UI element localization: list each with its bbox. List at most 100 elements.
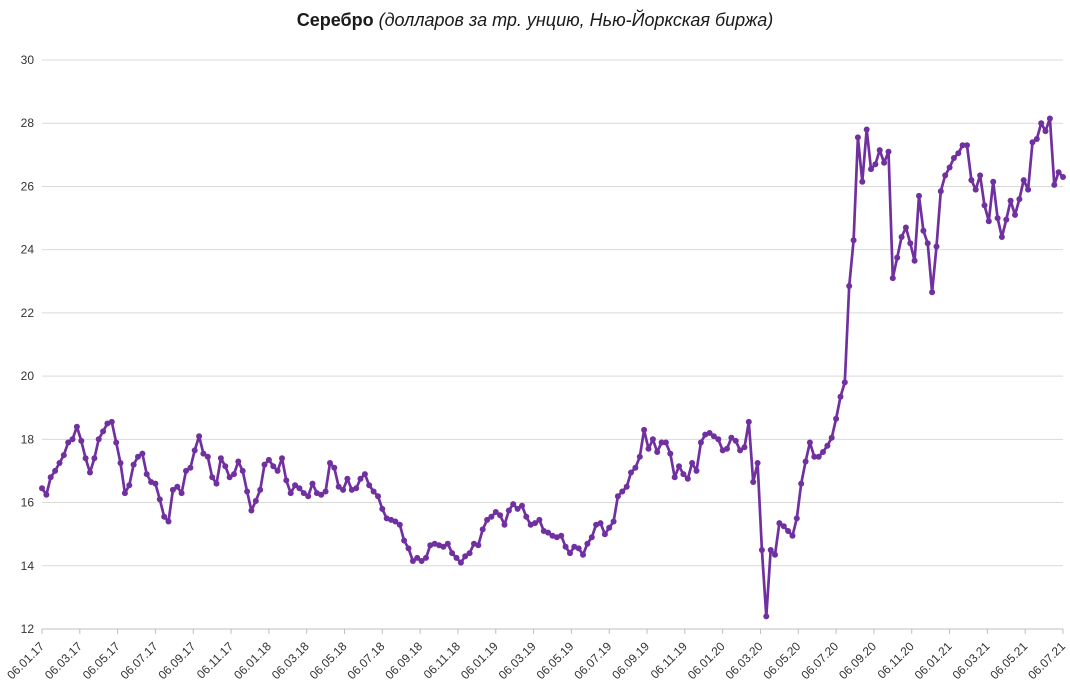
data-point bbox=[143, 471, 150, 478]
data-point bbox=[1003, 216, 1010, 223]
data-point bbox=[353, 485, 360, 492]
y-axis-tick-label: 26 bbox=[21, 179, 35, 193]
data-point bbox=[296, 485, 303, 492]
data-point bbox=[183, 467, 189, 474]
data-point bbox=[898, 234, 905, 240]
data-point bbox=[73, 423, 80, 430]
data-point bbox=[929, 289, 936, 296]
data-point bbox=[449, 550, 456, 557]
data-point bbox=[217, 455, 224, 462]
x-axis-tick-label: 06.03.20 bbox=[723, 639, 766, 682]
data-point bbox=[309, 480, 316, 487]
price-line bbox=[40, 117, 1065, 618]
data-point bbox=[497, 512, 504, 519]
data-point bbox=[279, 455, 285, 462]
x-axis-tick-label: 06.01.17 bbox=[4, 639, 47, 682]
data-point bbox=[649, 436, 656, 443]
data-point bbox=[737, 447, 744, 454]
data-point bbox=[601, 531, 608, 538]
data-point bbox=[828, 434, 835, 441]
data-point bbox=[126, 482, 133, 489]
data-point bbox=[833, 415, 840, 422]
data-point bbox=[423, 554, 429, 561]
data-point bbox=[567, 550, 573, 557]
data-point bbox=[1060, 174, 1066, 180]
data-point bbox=[191, 447, 198, 454]
data-point bbox=[392, 518, 399, 525]
x-axis-tick-label: 06.03.19 bbox=[496, 639, 539, 682]
data-point bbox=[187, 464, 194, 471]
data-point bbox=[405, 545, 412, 552]
y-axis-tick-label: 12 bbox=[21, 622, 35, 636]
data-point bbox=[418, 558, 425, 564]
data-point bbox=[981, 202, 988, 209]
data-point bbox=[933, 243, 940, 250]
x-axis-tick-label: 06.09.20 bbox=[836, 639, 879, 682]
data-point bbox=[305, 493, 312, 500]
data-point bbox=[772, 551, 778, 558]
data-point bbox=[56, 460, 63, 466]
data-point bbox=[1007, 197, 1014, 204]
data-point bbox=[850, 237, 857, 244]
data-point bbox=[558, 532, 565, 539]
data-point bbox=[998, 234, 1005, 240]
data-point bbox=[977, 172, 984, 179]
data-point bbox=[213, 480, 220, 487]
data-point bbox=[475, 542, 482, 549]
data-point bbox=[117, 460, 124, 466]
data-point bbox=[806, 439, 813, 446]
chart-title: Серебро (долларов за тр. унцию, Нью-Йорк… bbox=[0, 10, 1070, 31]
data-point bbox=[990, 178, 997, 185]
data-point bbox=[409, 558, 416, 564]
data-point bbox=[1025, 186, 1032, 193]
data-point bbox=[750, 479, 757, 485]
data-point bbox=[239, 467, 246, 474]
data-point bbox=[519, 502, 525, 509]
data-point bbox=[39, 485, 45, 492]
data-point bbox=[793, 515, 800, 522]
data-point bbox=[876, 147, 883, 154]
data-point bbox=[911, 257, 918, 264]
data-point bbox=[968, 177, 975, 184]
data-point bbox=[802, 458, 809, 465]
data-point bbox=[43, 491, 50, 498]
data-point bbox=[676, 463, 682, 470]
data-point bbox=[942, 172, 949, 179]
x-axis-tick-label: 06.09.19 bbox=[609, 639, 652, 682]
data-point bbox=[87, 469, 93, 476]
data-point bbox=[130, 461, 137, 468]
data-point bbox=[780, 523, 787, 530]
data-point bbox=[344, 475, 351, 482]
data-point bbox=[859, 178, 866, 185]
data-point bbox=[379, 505, 386, 512]
data-point bbox=[872, 161, 879, 168]
data-point bbox=[178, 490, 185, 497]
data-point bbox=[811, 453, 818, 460]
data-point bbox=[375, 493, 381, 500]
data-point bbox=[985, 218, 992, 225]
data-point bbox=[597, 520, 604, 527]
x-axis-tick-label: 06.03.21 bbox=[950, 639, 993, 682]
data-point bbox=[331, 464, 338, 471]
data-point bbox=[584, 540, 591, 547]
chart-title-subtitle: (долларов за тр. унцию, Нью-Йоркская бир… bbox=[373, 10, 774, 30]
data-point bbox=[885, 148, 892, 155]
data-point bbox=[920, 227, 927, 234]
data-point bbox=[964, 142, 970, 149]
data-point bbox=[52, 467, 59, 474]
data-point bbox=[955, 150, 962, 157]
data-point bbox=[479, 526, 486, 533]
data-point bbox=[907, 240, 914, 247]
data-point bbox=[684, 475, 691, 482]
data-point bbox=[121, 490, 128, 497]
x-axis-tick-label: 06.07.18 bbox=[345, 639, 388, 682]
data-point bbox=[972, 186, 979, 193]
data-point bbox=[340, 486, 347, 493]
data-point bbox=[868, 166, 874, 173]
data-point bbox=[580, 551, 586, 558]
x-axis-tick-label: 06.11.19 bbox=[648, 639, 691, 682]
data-point bbox=[662, 439, 669, 446]
data-point bbox=[728, 434, 735, 441]
